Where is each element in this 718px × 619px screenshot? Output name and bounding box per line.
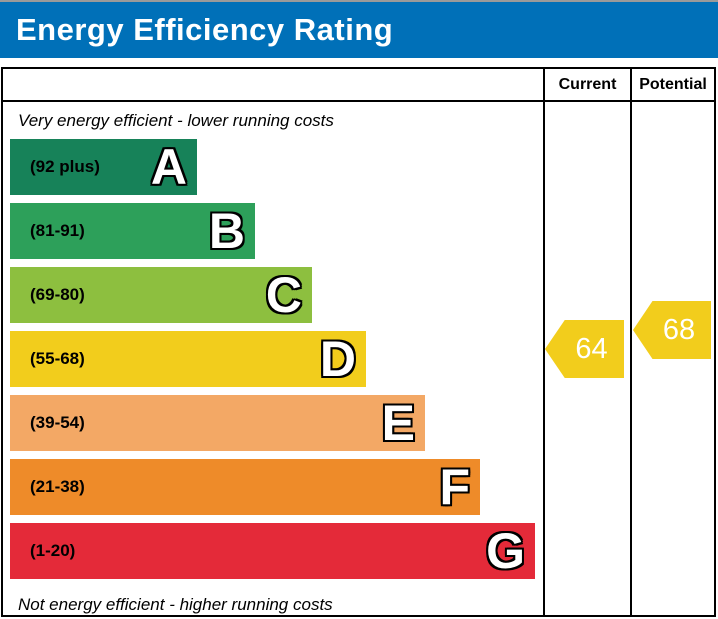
band-c-letter: C: [265, 267, 302, 323]
band-row-e: (39-54) E: [10, 395, 425, 451]
band-c-range-label: (69-80): [30, 285, 85, 304]
band-row-a: (92 plus) A: [10, 139, 197, 195]
band-d-letter: D: [319, 331, 356, 387]
note-top: Very energy efficient - lower running co…: [18, 110, 334, 130]
band-g-range-label: (1-20): [30, 541, 76, 560]
current-rating-arrow: 64: [545, 320, 624, 378]
band-a-range-label: (92 plus): [30, 157, 100, 176]
band-row-g: (1-20) G: [10, 523, 535, 579]
band-e-range-label: (39-54): [30, 413, 85, 432]
note-bottom: Not energy efficient - higher running co…: [18, 595, 333, 614]
bands-column: Very energy efficient - lower running co…: [3, 102, 543, 615]
rating-table: Current Potential Very energy efficient …: [1, 67, 716, 617]
band-row-d: (55-68) D: [10, 331, 366, 387]
band-a-letter: A: [150, 139, 187, 195]
band-row-c: (69-80) C: [10, 267, 312, 323]
band-f-letter: F: [439, 459, 470, 515]
band-row-f: (21-38) F: [10, 459, 480, 515]
potential-rating-arrow: 68: [633, 301, 711, 359]
page-title: Energy Efficiency Rating: [16, 12, 394, 47]
header-potential: Potential: [630, 69, 714, 102]
band-e-letter: E: [381, 395, 415, 451]
potential-column: 68: [630, 102, 714, 615]
header-spacer-cell: [3, 69, 543, 102]
band-b-letter: B: [208, 203, 245, 259]
band-d-range-label: (55-68): [30, 349, 85, 368]
band-f-range-label: (21-38): [30, 477, 85, 496]
current-column: 64: [543, 102, 630, 615]
band-b-range-label: (81-91): [30, 221, 85, 240]
band-g-letter: G: [486, 523, 525, 579]
title-bar: Energy Efficiency Rating: [0, 2, 718, 58]
band-row-b: (81-91) B: [10, 203, 255, 259]
top-edge-line: [0, 0, 718, 2]
header-current: Current: [543, 69, 630, 102]
